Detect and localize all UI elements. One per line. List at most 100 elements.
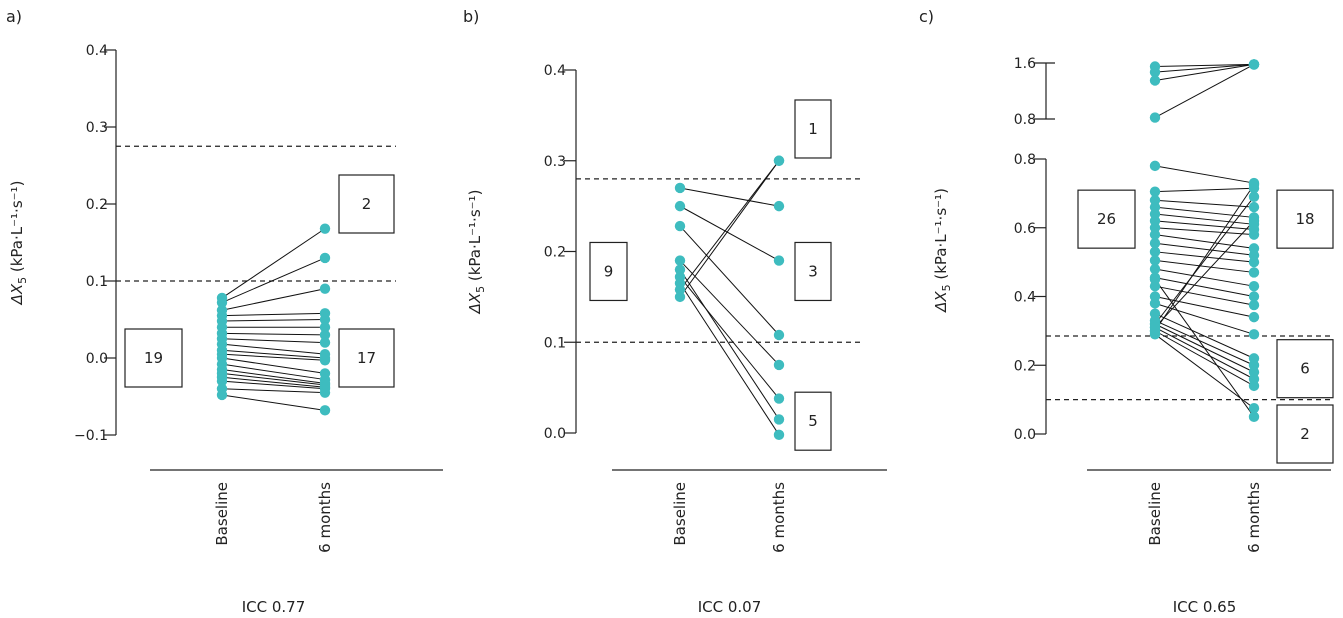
- pair-line: [1154, 184, 1255, 332]
- point-6-months: [1248, 179, 1260, 190]
- point-baseline: [1149, 298, 1161, 309]
- pair-line: [221, 343, 326, 355]
- point-6-months: [319, 252, 331, 264]
- y-tick-label: 0.3: [544, 154, 566, 170]
- count-box-label: 26: [1097, 210, 1116, 228]
- pair-line: [221, 380, 326, 390]
- pair-line: [679, 269, 780, 420]
- y-axis-label-prefix: ΔX: [932, 291, 950, 313]
- y-tick-label: 0.1: [544, 335, 566, 351]
- pair-line: [221, 353, 326, 361]
- pair-line: [1154, 187, 1255, 193]
- point-6-months: [319, 355, 331, 366]
- pair-line: [1154, 333, 1255, 409]
- x-axis-label: ICC 0.65: [1173, 598, 1237, 616]
- x-category-label: Baseline: [213, 482, 231, 546]
- count-box-label: 19: [144, 349, 163, 367]
- point-baseline: [1149, 274, 1161, 285]
- point-6-months: [1248, 191, 1260, 203]
- point-baseline: [1149, 246, 1161, 258]
- pair-line: [1154, 330, 1255, 387]
- count-box: [794, 241, 832, 302]
- point-baseline: [1149, 186, 1161, 197]
- pair-line: [679, 187, 780, 207]
- count-box: [338, 174, 395, 234]
- y-tick-label: 0.1: [86, 274, 108, 290]
- point-baseline: [674, 255, 686, 266]
- y-tick-label: 0.2: [1014, 358, 1036, 374]
- point-6-months: [319, 322, 331, 333]
- point-6-months: [773, 393, 785, 404]
- pair-line: [679, 205, 780, 262]
- point-baseline: [1149, 322, 1161, 333]
- pair-line: [221, 257, 326, 304]
- count-box-label: 5: [808, 412, 818, 430]
- pair-line: [679, 160, 780, 298]
- count-box-label: 6: [1300, 360, 1310, 378]
- count-box-label: 1: [808, 120, 818, 138]
- count-box-label: 18: [1295, 210, 1314, 228]
- pair-line: [1154, 326, 1255, 380]
- point-baseline: [674, 284, 686, 295]
- pair-line: [221, 376, 326, 388]
- pair-line: [221, 357, 326, 374]
- pair-line: [1154, 227, 1255, 236]
- y-tick-label: 0.4: [86, 43, 108, 59]
- pair-line: [221, 363, 326, 381]
- point-baseline: [1149, 238, 1161, 249]
- y-axis-label-prefix: ΔX: [8, 283, 26, 305]
- point-6-months: [319, 329, 331, 341]
- pair-line: [1154, 277, 1255, 297]
- pair-line: [1154, 234, 1255, 249]
- pair-line: [1154, 213, 1255, 225]
- pair-line: [221, 332, 326, 336]
- y-axis-label-sub: 5: [474, 286, 487, 293]
- point-6-months: [1248, 59, 1260, 70]
- point-6-months: [1248, 267, 1260, 278]
- pair-line: [1154, 279, 1255, 418]
- count-box: [1276, 189, 1334, 249]
- point-6-months: [1248, 311, 1260, 323]
- point-baseline: [674, 200, 686, 212]
- pair-line: [1154, 63, 1255, 73]
- count-box: [794, 391, 832, 451]
- x-category-label: Baseline: [671, 482, 689, 546]
- point-6-months: [319, 387, 331, 398]
- pair-line: [221, 394, 326, 411]
- point-baseline: [674, 220, 686, 232]
- point-baseline: [216, 297, 228, 308]
- pair-line: [1154, 165, 1255, 184]
- point-baseline: [1149, 112, 1161, 123]
- pair-line: [221, 288, 326, 311]
- point-6-months: [319, 405, 331, 416]
- y-tick-label: 0.0: [1014, 427, 1036, 443]
- point-baseline: [1149, 229, 1161, 240]
- count-box: [1276, 339, 1334, 399]
- point-6-months: [1248, 380, 1260, 392]
- pair-line: [1154, 199, 1255, 208]
- x-axis-label: ICC 0.07: [698, 598, 762, 616]
- point-6-months: [1248, 201, 1260, 213]
- point-6-months: [1248, 403, 1260, 414]
- y-tick-label: 0.8: [1014, 152, 1036, 168]
- pair-line: [1154, 302, 1255, 335]
- point-6-months: [1248, 280, 1260, 292]
- point-baseline: [216, 389, 228, 401]
- pair-line: [1154, 242, 1255, 256]
- count-box-label: 2: [362, 195, 372, 213]
- count-box: [124, 328, 183, 388]
- point-6-months: [1248, 299, 1260, 311]
- pair-line: [221, 349, 326, 359]
- point-6-months: [1248, 329, 1260, 340]
- pair-line: [1154, 320, 1255, 366]
- pair-line: [221, 338, 326, 344]
- point-baseline: [674, 291, 686, 303]
- count-box-label: 2: [1300, 425, 1310, 443]
- y-axis-label-unit: (kPa·L⁻¹·s⁻¹): [932, 188, 950, 284]
- point-6-months: [773, 200, 785, 212]
- panel-label: c): [919, 7, 934, 26]
- pair-line: [221, 369, 326, 384]
- y-tick-label: 0.2: [86, 197, 108, 213]
- point-baseline: [1149, 66, 1161, 78]
- pair-line: [1154, 220, 1255, 328]
